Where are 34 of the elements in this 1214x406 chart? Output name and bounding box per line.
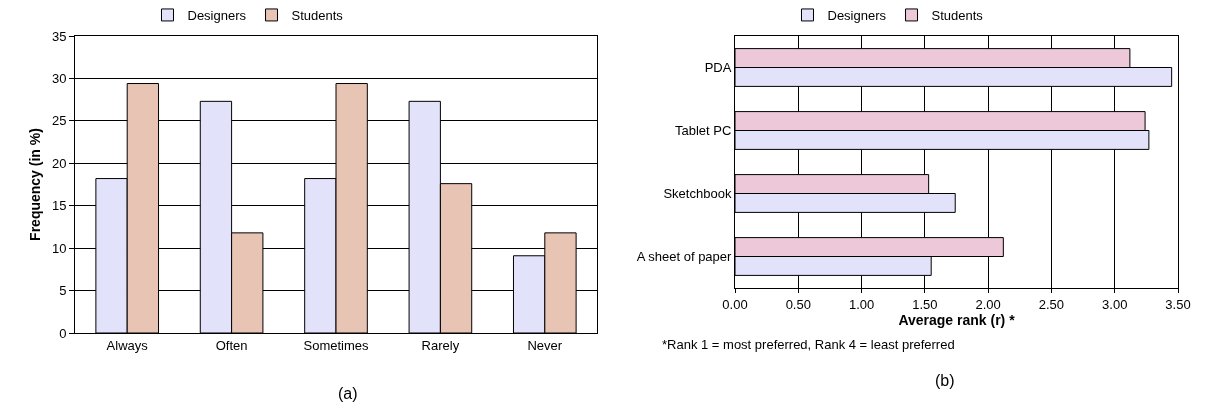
x-tick-label: 1.00 xyxy=(848,296,875,312)
y-tick-label: Tablet PC xyxy=(675,123,732,139)
y-tick-label: Sketchbook xyxy=(663,186,732,202)
x-tick-label: Often xyxy=(215,337,248,353)
x-tick-label: Sometimes xyxy=(303,337,369,353)
x-tick-label: 1.50 xyxy=(912,296,938,312)
y-tick-label: 5 xyxy=(59,283,67,299)
legend-label: Students xyxy=(291,8,344,24)
text: (b) xyxy=(935,372,955,389)
y-tick-label: 15 xyxy=(51,198,67,214)
legend-label: Students xyxy=(931,8,984,24)
x-tick-label: 0.50 xyxy=(785,296,811,312)
y-tick-label: PDA xyxy=(704,60,732,76)
x-tick-label: Rarely xyxy=(421,337,460,353)
y-tick-label: 0 xyxy=(59,325,67,341)
text: *Rank 1 = most preferred, Rank 4 = least preferred xyxy=(662,337,955,352)
y-tick-label: 35 xyxy=(51,28,67,44)
x-axis-title: Average rank (r) * xyxy=(898,311,1016,328)
x-tick-label: 2.00 xyxy=(975,296,1001,312)
legend-label: Designers xyxy=(827,8,887,24)
x-tick-label: 2.50 xyxy=(1038,296,1065,312)
y-axis-title: Frequency (in %) xyxy=(26,128,43,241)
y-tick-label: A sheet of paper xyxy=(636,249,733,265)
y-tick-label: 30 xyxy=(51,70,67,86)
y-tick-label: 25 xyxy=(51,113,67,129)
x-tick-label: Always xyxy=(106,337,149,353)
x-tick-label: 3.00 xyxy=(1102,296,1128,312)
x-tick-label: 3.50 xyxy=(1165,296,1191,312)
x-tick-label: Never xyxy=(527,337,563,353)
y-tick-label: 10 xyxy=(51,240,67,256)
y-tick-label: 20 xyxy=(51,155,67,171)
text: (a) xyxy=(338,385,358,402)
legend-label: Designers xyxy=(187,8,247,24)
x-tick-label: 0.00 xyxy=(722,296,748,312)
